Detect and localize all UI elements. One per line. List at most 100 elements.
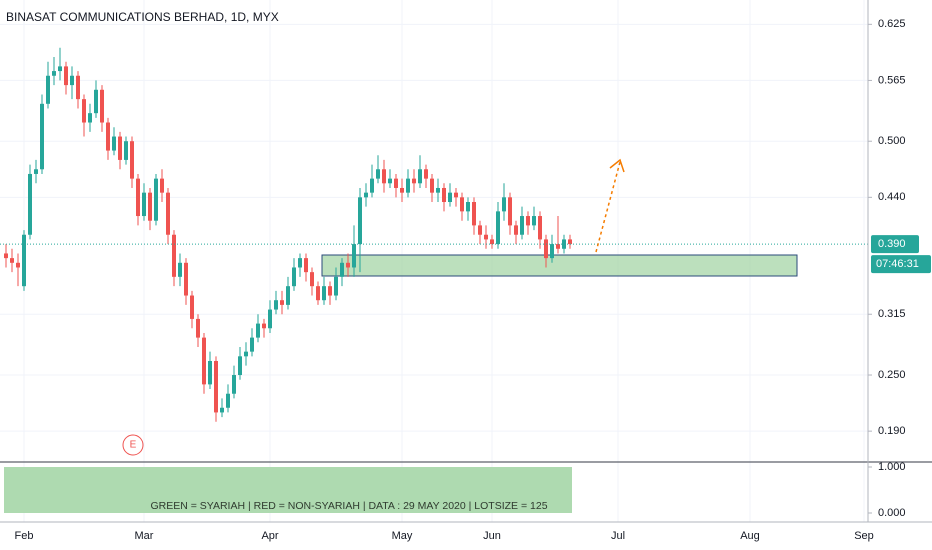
candle-body (10, 258, 14, 263)
candle-body (154, 178, 158, 221)
candle-body (34, 169, 38, 174)
candle-body (46, 75, 50, 104)
candle-body (532, 216, 536, 226)
candle-body (550, 244, 554, 259)
candle-body (250, 337, 254, 352)
candle-body (544, 239, 548, 259)
candle-body (460, 197, 464, 212)
candle-body (496, 211, 500, 245)
candle-body (166, 192, 170, 235)
candle-body (58, 66, 62, 72)
candle-body (418, 169, 422, 184)
x-tick-label: Mar (135, 530, 154, 542)
indicator-box (4, 467, 572, 513)
candle-body (406, 178, 410, 193)
candle-body (370, 178, 374, 193)
candle-body (304, 258, 308, 273)
candle-body (334, 276, 338, 296)
candle-body (538, 216, 542, 240)
candle-body (244, 351, 248, 357)
candle-body (430, 178, 434, 193)
candle-body (400, 187, 404, 193)
candle-body (112, 136, 116, 151)
candle-body (478, 225, 482, 235)
candle-body (226, 393, 230, 408)
candle-body (256, 323, 260, 338)
candle-body (346, 262, 350, 268)
candle-body (358, 197, 362, 245)
countdown-box (871, 255, 931, 274)
candle-body (82, 99, 86, 123)
candle-body (316, 286, 320, 301)
candles (0, 47, 868, 422)
last-price-box (871, 235, 919, 254)
candle-body (454, 192, 458, 198)
candle-body (340, 262, 344, 277)
candle-body (100, 89, 104, 123)
candle-body (28, 173, 32, 235)
candle-body (4, 253, 8, 259)
candle-body (22, 234, 26, 287)
y-tick-label: 0.250 (878, 369, 906, 381)
candle-body (214, 360, 218, 413)
candle-body (388, 178, 392, 184)
chart-title: BINASAT COMMUNICATIONS BERHAD, 1D, MYX (6, 10, 279, 24)
candle-body (232, 375, 236, 394)
candle-body (148, 192, 152, 221)
candle-body (136, 178, 140, 217)
candle-body (220, 407, 224, 413)
candle-body (238, 356, 242, 376)
candle-body (442, 187, 446, 203)
candle-body (322, 286, 326, 301)
candle-body (436, 187, 440, 193)
earnings-marker (122, 434, 144, 456)
candle-body (64, 66, 68, 86)
candle-body (208, 360, 212, 385)
candle-body (40, 103, 44, 170)
y-tick-label: 0.315 (878, 308, 906, 320)
indicator-text: GREEN = SYARIAH | RED = NON-SYARIAH | DA… (150, 500, 547, 512)
candle-body (526, 216, 530, 226)
candle-body (472, 202, 476, 226)
y-tick-label: 0.500 (878, 135, 906, 147)
axis-labels: 0.625 0.565 0.500 0.440 0.315 0.250 0.190 1.000… (15, 18, 931, 542)
candle-body (556, 244, 560, 249)
candle-body (76, 75, 80, 100)
candle-body (130, 141, 134, 179)
candle-body (292, 267, 296, 287)
candle-body (328, 286, 332, 296)
candle-body (364, 192, 368, 198)
y-tick-label: 0.565 (878, 74, 906, 86)
x-tick-label: Feb (15, 530, 34, 542)
candle-body (106, 122, 110, 151)
candle-body (202, 337, 206, 385)
candle-body (94, 89, 98, 114)
candle-body (412, 178, 416, 184)
candle-body (142, 192, 146, 217)
candle-body (502, 197, 506, 212)
indicator-tick-label: 0.000 (878, 507, 906, 519)
y-tick-label: 0.625 (878, 18, 906, 30)
candle-body (286, 286, 290, 305)
candle-body (172, 234, 176, 277)
candle-body (118, 136, 122, 160)
x-tick-label: Jun (483, 530, 501, 542)
candle-body (268, 309, 272, 329)
candle-body (376, 169, 380, 179)
candle-body (382, 169, 386, 184)
candle-body (424, 169, 428, 179)
y-tick-label: 0.440 (878, 191, 906, 203)
candle-body (490, 239, 494, 245)
candle-body (352, 244, 356, 268)
support-zone (321, 254, 798, 277)
last-price-label: 0.390 (878, 238, 906, 250)
x-tick-label: May (392, 530, 413, 542)
candle-body (448, 192, 452, 203)
candle-body (568, 239, 572, 245)
candle-body (514, 225, 518, 235)
x-tick-label: Sep (854, 530, 874, 542)
indicator-tick-label: 1.000 (878, 461, 906, 473)
arrow-head (609, 158, 625, 173)
